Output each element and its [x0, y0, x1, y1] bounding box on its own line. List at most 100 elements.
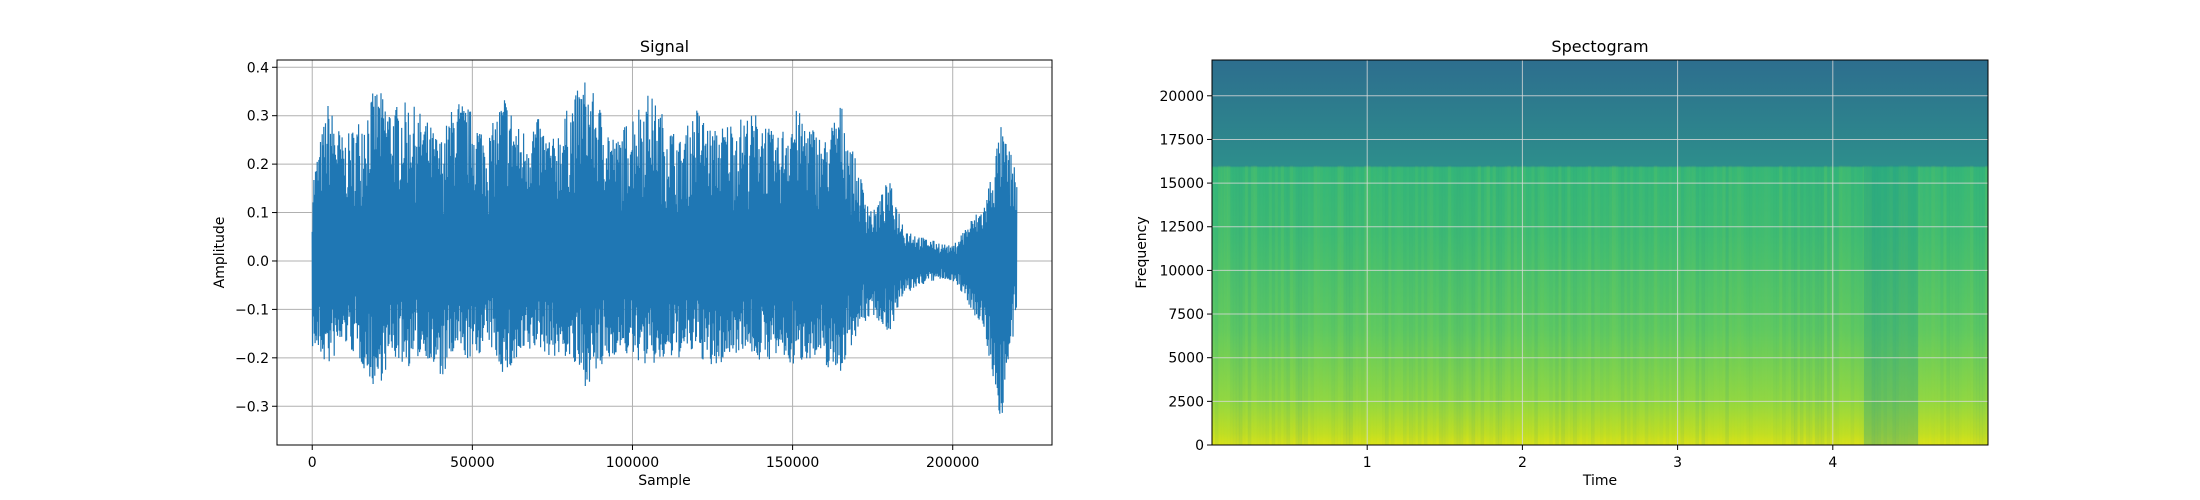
- signal-y-tick-label: 0.4: [247, 60, 269, 76]
- spectrogram-texture-column: [1964, 166, 1967, 445]
- spectrogram-texture-column: [1672, 166, 1675, 445]
- spectrogram-texture-column: [1796, 165, 1801, 445]
- spectrogram-texture-column: [1692, 165, 1697, 445]
- spectrogram-texture-column: [1669, 166, 1672, 445]
- spectrogram-texture-column: [1522, 165, 1526, 445]
- spectrogram-texture-column: [1447, 165, 1452, 445]
- spectrogram-texture-column: [1874, 165, 1879, 445]
- spectrogram-texture-column: [1632, 165, 1637, 445]
- spectrogram-texture-column: [1791, 165, 1795, 445]
- spectrogram-texture-column: [1423, 165, 1428, 445]
- spectrogram-texture-column: [1408, 165, 1413, 445]
- spectrogram-texture-column: [1638, 165, 1643, 445]
- spectrogram-texture-column: [1725, 165, 1729, 445]
- spectrogram-texture-column: [1361, 165, 1365, 445]
- spectrogram-texture-column: [1695, 165, 1699, 445]
- spectrogram-texture-column: [1325, 166, 1328, 445]
- spectrogram-y-tick-label: 12500: [1159, 220, 1204, 236]
- spectrogram-texture-column: [1973, 165, 1977, 445]
- spectrogram-texture-column: [1651, 166, 1654, 445]
- spectrogram-texture-column: [1355, 165, 1359, 445]
- spectrogram-texture-column: [1606, 166, 1609, 445]
- spectrogram-texture-column: [1504, 165, 1508, 445]
- spectrogram-quiet-band: [1863, 165, 1919, 445]
- spectrogram-texture-column: [1854, 166, 1857, 445]
- spectrogram-texture-column: [1614, 165, 1619, 445]
- spectrogram-texture-column: [1570, 166, 1573, 445]
- spectrogram-texture-column: [1737, 165, 1741, 445]
- spectrogram-texture-column: [1659, 165, 1664, 445]
- signal-x-tick-label: 50000: [450, 455, 495, 471]
- spectrogram-texture-column: [1495, 165, 1500, 445]
- spectrogram-texture-column: [1293, 166, 1296, 445]
- spectrogram-texture-column: [1782, 165, 1786, 445]
- spectrogram-texture-column: [1949, 166, 1952, 445]
- spectrogram-texture-column: [1232, 165, 1237, 445]
- spectrogram-y-tick-label: 15000: [1159, 176, 1204, 192]
- spectrogram-texture-column: [1552, 166, 1555, 445]
- spectrogram-texture-column: [1919, 165, 1923, 445]
- spectrogram-texture-column: [1814, 165, 1819, 445]
- spectrogram-y-tick-label: 20000: [1159, 89, 1204, 105]
- spectrogram-texture-column: [1976, 165, 1980, 445]
- spectrogram-texture-column: [1328, 166, 1331, 445]
- spectrogram-y-tick-label: 2500: [1168, 394, 1204, 410]
- spectrogram-texture-column: [1391, 165, 1395, 445]
- spectrogram-texture-column: [1838, 165, 1843, 445]
- spectrogram-texture-column: [1832, 165, 1837, 445]
- spectrogram-texture-column: [1794, 165, 1798, 445]
- spectrogram-texture-column: [1271, 165, 1276, 445]
- spectrogram-texture-column: [1397, 166, 1400, 445]
- spectrogram-texture-column: [1549, 165, 1553, 445]
- spectrogram-y-tick-label: 10000: [1159, 263, 1204, 279]
- spectrogram-texture-column: [1716, 166, 1719, 445]
- spectrogram-texture-column: [1746, 166, 1749, 445]
- spectrogram-texture-column: [1636, 166, 1639, 445]
- spectrogram-texture-column: [1477, 165, 1482, 445]
- spectrogram-texture-column: [1618, 166, 1621, 445]
- spectrogram-texture-column: [1594, 165, 1598, 445]
- spectrogram-texture-column: [1850, 165, 1855, 445]
- spectrogram-texture-column: [1803, 166, 1806, 445]
- spectrogram-texture-column: [1937, 166, 1940, 445]
- spectrogram-texture-column: [1289, 165, 1294, 445]
- spectrogram-texture-column: [1785, 166, 1788, 445]
- signal-y-tick-label: 0.1: [247, 206, 269, 222]
- spectrogram-texture-column: [1394, 166, 1397, 445]
- spectrogram-texture-column: [1250, 165, 1255, 445]
- spectrogram-texture-column: [1591, 165, 1595, 445]
- signal-x-label: Sample: [638, 473, 691, 489]
- spectrogram-texture-column: [1463, 166, 1466, 445]
- spectrogram-texture-column: [1713, 165, 1717, 445]
- spectrogram-texture-column: [1265, 165, 1270, 445]
- spectrogram-texture-column: [1295, 165, 1300, 445]
- spectrogram-texture-column: [1767, 166, 1770, 445]
- spectrogram-texture-column: [1698, 166, 1701, 445]
- spectrogram-axes: Spectogram 1 2 3 4 0 2500 5000 7500 10000 12500 1…: [1134, 37, 1989, 489]
- spectrogram-texture-column: [1475, 166, 1478, 445]
- spectrogram-texture-column: [1364, 165, 1368, 445]
- spectrogram-texture-column: [1253, 165, 1258, 445]
- spectrogram-texture-column: [1883, 165, 1888, 445]
- spectrogram-texture-column: [1788, 165, 1792, 445]
- spectrogram-texture-column: [1982, 165, 1986, 445]
- spectrogram-texture-column: [1576, 166, 1579, 445]
- spectrogram-texture-column: [1611, 165, 1616, 445]
- spectrogram-texture-column: [1451, 166, 1454, 445]
- spectrogram-texture-column: [1516, 166, 1519, 445]
- spectrogram-texture-column: [1657, 166, 1660, 445]
- spectrogram-texture-column: [1304, 165, 1309, 445]
- spectrogram-texture-column: [1459, 165, 1464, 445]
- spectrogram-texture-column: [1444, 165, 1449, 445]
- spectrogram-texture-column: [1943, 165, 1947, 445]
- spectrogram-texture-column: [1860, 166, 1863, 445]
- spectrogram-texture-column: [1274, 165, 1279, 445]
- signal-axes-frame: [276, 59, 1053, 446]
- spectrogram-texture-column: [1259, 165, 1264, 445]
- spectrogram-image: [1212, 60, 1988, 445]
- spectrogram-texture-column: [1489, 165, 1494, 445]
- spectrogram-texture-column: [1349, 165, 1353, 445]
- spectrogram-x-tick-label: 2: [1518, 455, 1527, 471]
- spectrogram-texture-column: [1600, 166, 1603, 445]
